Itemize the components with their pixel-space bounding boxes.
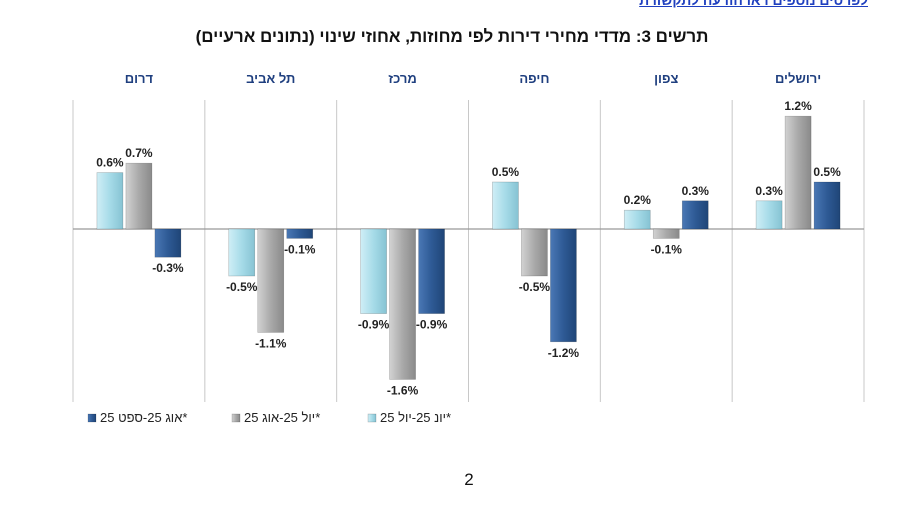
legend-swatch-series-1 (367, 413, 377, 423)
bar-category-1-series-1 (755, 200, 783, 230)
bar-category-6-series-2 (125, 162, 153, 230)
category-label-category-2: צפון (654, 71, 678, 86)
legend-swatch-series-3 (87, 413, 97, 423)
bar-category-2-series-2 (652, 228, 680, 239)
category-label-category-4: מרכז (388, 71, 416, 86)
bar-category-2-series-1 (623, 209, 651, 230)
bar-category-5-series-2 (257, 228, 285, 333)
data-label-category-6-series-1: 0.6% (96, 156, 124, 170)
labels-layer: ירושלים 0.3% 1.2% 0.5% צפון 0.2% -0.1% 0.3% חיפה… (96, 71, 841, 397)
bar-category-2-series-3 (681, 200, 709, 230)
bars-layer (96, 115, 841, 380)
legend: אוג 25-ספט 25* יול 25-אוג 25* יונ 25-יול 2… (87, 410, 451, 425)
data-label-category-2-series-2: -0.1% (651, 242, 683, 256)
bar-category-3-series-2 (521, 228, 548, 277)
data-label-category-3-series-3: -1.2% (548, 346, 580, 360)
bar-category-3-series-3 (550, 228, 577, 343)
data-label-category-1-series-1: 0.3% (755, 184, 783, 198)
bar-category-5-series-3 (286, 228, 314, 239)
press-release-link[interactable]: לפרטים נוספים ראו הודעה לתקשורת (639, 0, 868, 8)
category-label-category-1: ירושלים (775, 71, 821, 86)
data-label-category-1-series-3: 0.5% (813, 165, 841, 179)
legend-label-series-1: יונ 25-יול 25* (380, 410, 451, 425)
data-label-category-3-series-1: 0.5% (492, 165, 520, 179)
data-label-category-5-series-1: -0.5% (226, 280, 258, 294)
data-label-category-4-series-3: -0.9% (416, 318, 448, 332)
category-label-category-6: דרום (125, 71, 154, 86)
bar-category-4-series-1 (360, 228, 387, 314)
bar-category-4-series-2 (389, 228, 416, 380)
category-label-category-3: חיפה (519, 71, 549, 86)
bar-category-6-series-3 (154, 228, 182, 258)
legend-label-series-3: אוג 25-ספט 25* (100, 410, 187, 425)
bar-category-1-series-2 (784, 115, 812, 230)
chart-title: תרשים 3: מדדי מחירי דירות לפי מחוזות, אח… (195, 27, 709, 46)
bar-category-4-series-3 (418, 228, 445, 314)
legend-label-series-2: יול 25-אוג 25* (244, 410, 320, 425)
category-label-category-5: תל אביב (246, 71, 295, 86)
grid-layer (72, 100, 865, 402)
data-label-category-6-series-2: 0.7% (125, 146, 153, 160)
legend-swatch-series-2 (231, 413, 241, 423)
data-label-category-1-series-2: 1.2% (784, 99, 812, 113)
data-label-category-6-series-3: -0.3% (152, 261, 184, 275)
data-label-category-2-series-3: 0.3% (682, 184, 710, 198)
data-label-category-5-series-3: -0.1% (284, 242, 316, 256)
bar-category-6-series-1 (96, 172, 124, 230)
data-label-category-3-series-2: -0.5% (519, 280, 551, 294)
data-label-category-2-series-1: 0.2% (624, 193, 652, 207)
page-number: 2 (464, 470, 474, 489)
data-label-category-5-series-2: -1.1% (255, 336, 287, 350)
data-label-category-4-series-1: -0.9% (358, 318, 390, 332)
data-label-category-4-series-2: -1.6% (387, 383, 419, 397)
bar-category-1-series-3 (813, 181, 841, 230)
bar-category-3-series-1 (492, 181, 519, 230)
bar-category-5-series-1 (228, 228, 256, 277)
